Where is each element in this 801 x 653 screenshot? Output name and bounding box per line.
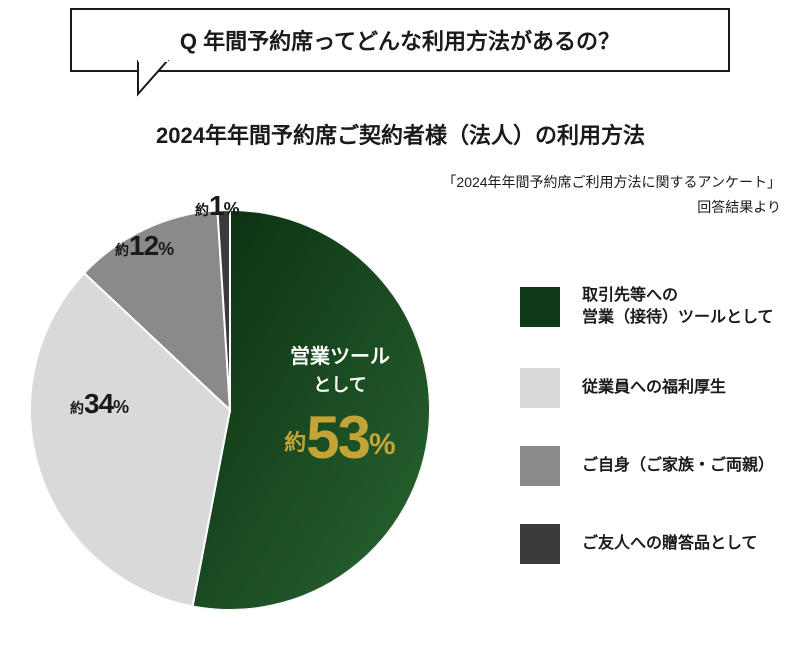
legend-item: 従業員への福利厚生 — [520, 368, 774, 408]
main-slice-value: 約53% — [240, 403, 440, 472]
legend-text: 従業員への福利厚生 — [582, 377, 726, 399]
legend-swatch — [520, 524, 560, 564]
legend-text: 取引先等への営業（接待）ツールとして — [582, 285, 774, 330]
legend-swatch — [520, 368, 560, 408]
slice-label-1: 約1% — [195, 190, 240, 222]
main-slice-line2: として — [240, 371, 440, 397]
legend: 取引先等への営業（接待）ツールとして 従業員への福利厚生 ご自身（ご家族・ご両親… — [520, 285, 774, 602]
legend-text: ご友人への贈答品として — [582, 533, 758, 555]
main-slice-label: 営業ツール として 約53% — [240, 340, 440, 472]
legend-item: ご自身（ご家族・ご両親） — [520, 446, 774, 486]
slice-label-12: 約12% — [115, 230, 174, 262]
pie-chart: 営業ツール として 約53% 約34% 約12% 約1% — [30, 210, 430, 610]
legend-text: ご自身（ご家族・ご両親） — [582, 455, 774, 477]
legend-swatch — [520, 287, 560, 327]
source-note: 「2024年年間予約席ご利用方法に関するアンケート」 回答結果より — [442, 170, 781, 220]
source-line-2: 回答結果より — [442, 195, 781, 220]
legend-item: ご友人への贈答品として — [520, 524, 774, 564]
speech-bubble-tail — [120, 60, 170, 100]
question-text: Q 年間予約席ってどんな利用方法があるの？ — [180, 29, 620, 54]
source-line-1: 「2024年年間予約席ご利用方法に関するアンケート」 — [442, 170, 781, 195]
legend-item: 取引先等への営業（接待）ツールとして — [520, 285, 774, 330]
legend-swatch — [520, 446, 560, 486]
chart-title: 2024年年間予約席ご契約者様（法人）の利用方法 — [0, 118, 801, 150]
main-slice-line1: 営業ツール — [240, 340, 440, 369]
slice-label-34: 約34% — [70, 388, 129, 420]
